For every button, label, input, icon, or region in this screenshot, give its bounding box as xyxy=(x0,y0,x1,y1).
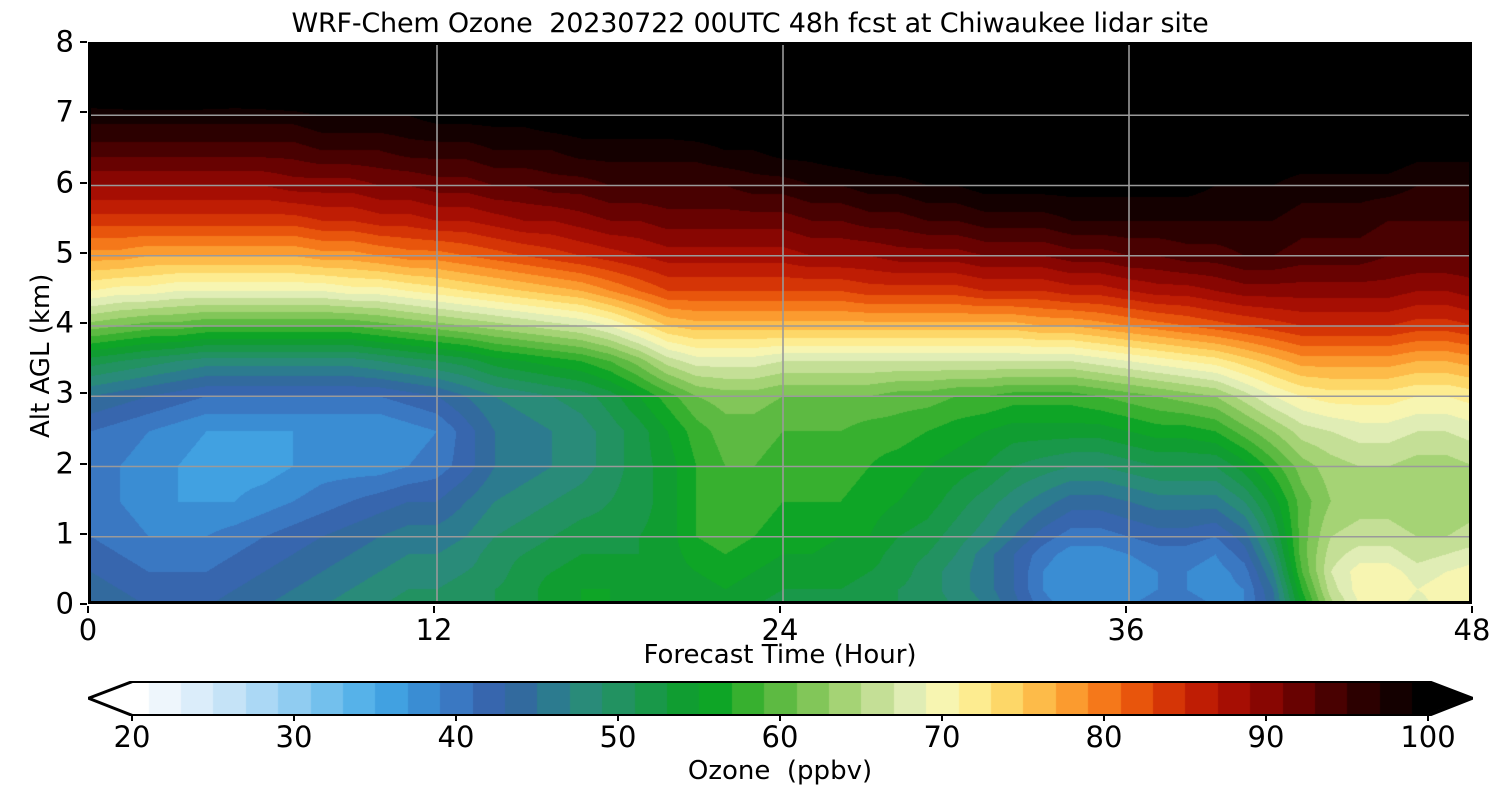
y-axis-tick-mark xyxy=(80,532,87,535)
y-axis-tick-label: 5 xyxy=(55,235,74,270)
colorbar-tick-label: 80 xyxy=(1085,720,1123,754)
x-axis-tick-mark xyxy=(1125,606,1127,613)
colorbar-tick-label: 90 xyxy=(1247,720,1285,754)
y-axis-tick-mark xyxy=(80,322,87,324)
y-axis-tick-label: 6 xyxy=(55,165,74,199)
colorbar-tick-label: 60 xyxy=(761,720,799,754)
y-axis-tick-label: 0 xyxy=(55,586,74,621)
colorbar-gradient xyxy=(88,681,1472,715)
page-title: WRF-Chem Ozone 20230722 00UTC 48h fcst a… xyxy=(291,8,1209,39)
x-axis-tick-mark xyxy=(779,606,781,613)
colorbar-title: Ozone (ppbv) xyxy=(687,756,873,786)
x-axis-tick-label: 24 xyxy=(761,613,799,647)
y-axis-tick-label: 8 xyxy=(55,24,74,59)
colorbar-border xyxy=(87,680,1473,716)
y-axis-tick-mark xyxy=(80,181,87,184)
y-axis-tick-mark xyxy=(80,462,87,465)
x-axis-tick-label: 48 xyxy=(1453,613,1491,647)
y-axis-label: Alt AGL (km) xyxy=(26,273,56,438)
colorbar-tick-mark xyxy=(455,715,457,721)
y-axis-tick-mark xyxy=(80,41,87,43)
colorbar-tick-mark xyxy=(293,715,295,721)
colorbar-outline xyxy=(87,680,1473,716)
colorbar-tick-label: 30 xyxy=(275,720,313,754)
y-axis-tick-mark xyxy=(80,251,87,254)
colorbar-tick-mark xyxy=(1427,715,1429,721)
colorbar-tick-mark xyxy=(941,715,943,721)
colorbar-tick-mark xyxy=(1103,715,1105,721)
colorbar-tick-label: 70 xyxy=(923,720,961,754)
colorbar-tick-mark xyxy=(131,715,133,721)
x-axis-tick-label: 0 xyxy=(78,613,98,647)
x-axis-tick-label: 36 xyxy=(1107,613,1145,647)
colorbar-tick-mark xyxy=(779,715,781,721)
x-axis-tick-label: 12 xyxy=(415,613,453,647)
x-axis-label: Forecast Time (Hour) xyxy=(643,640,917,670)
x-axis-tick-mark xyxy=(433,606,435,613)
colorbar-tick-label: 50 xyxy=(599,720,637,754)
colorbar xyxy=(87,680,1473,716)
colorbar-tick-label: 100 xyxy=(1400,720,1456,754)
y-axis-tick-mark xyxy=(80,392,87,395)
y-axis-tick-mark xyxy=(80,603,87,605)
y-axis-tick-mark xyxy=(80,111,87,114)
gridlines xyxy=(91,45,1469,601)
y-axis-tick-label: 7 xyxy=(55,94,74,129)
colorbar-tick-label: 20 xyxy=(113,720,151,754)
x-axis-tick-mark xyxy=(87,606,89,613)
contour-plot-axes xyxy=(88,42,1472,604)
ozone-contour-field xyxy=(91,45,1469,601)
colorbar-tick-mark xyxy=(617,715,619,721)
y-axis-tick-label: 4 xyxy=(55,305,74,340)
colorbar-tick-mark xyxy=(1265,715,1267,721)
y-axis-tick-label: 3 xyxy=(55,375,74,410)
colorbar-tick-label: 40 xyxy=(437,720,475,754)
x-axis-tick-mark xyxy=(1471,606,1473,613)
y-axis-tick-label: 2 xyxy=(55,446,74,480)
y-axis-tick-label: 1 xyxy=(55,516,74,551)
